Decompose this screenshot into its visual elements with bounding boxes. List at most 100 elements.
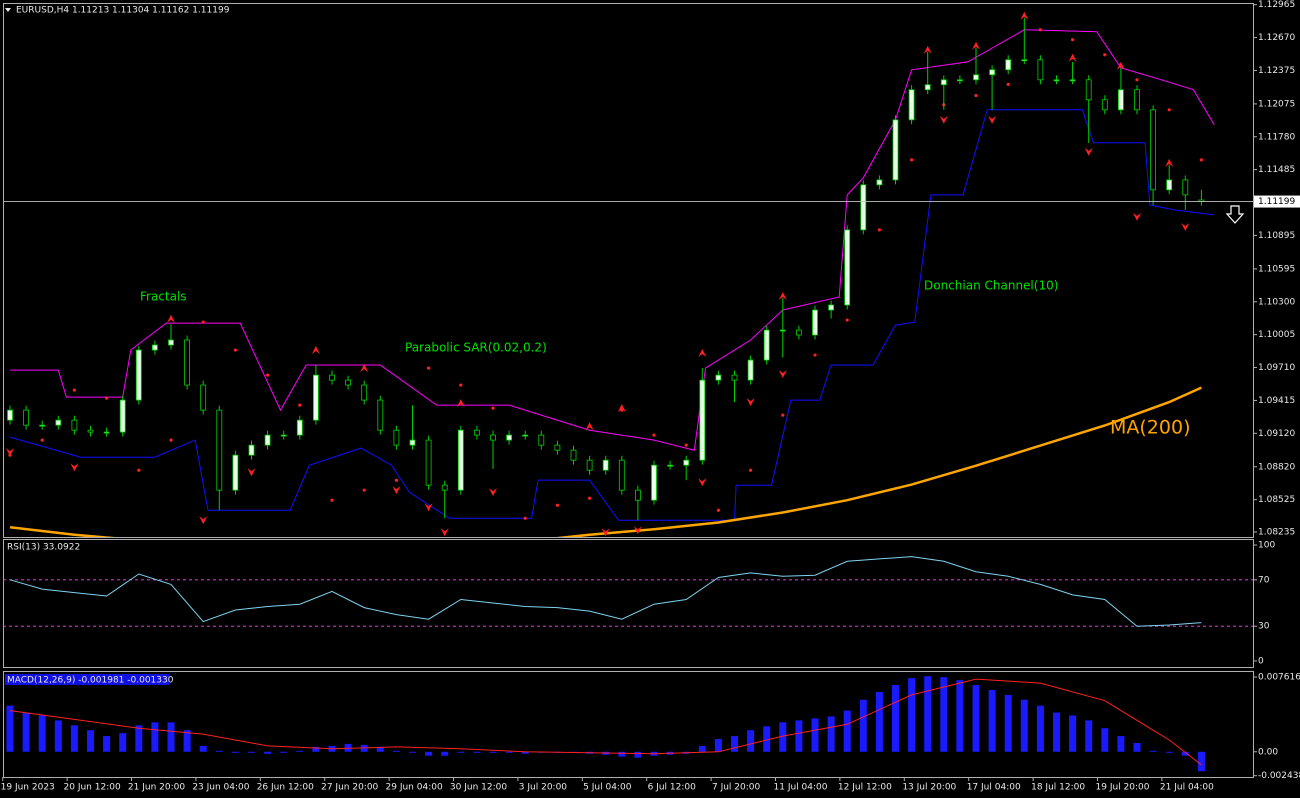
fractal-down	[247, 468, 256, 477]
main-panel-frame	[3, 3, 1254, 538]
y-tick-label: 1.09120	[1258, 429, 1295, 439]
candle-body	[844, 229, 851, 306]
sar-dot	[1167, 108, 1171, 112]
sar-dot	[169, 438, 173, 442]
rsi-line	[9, 556, 1202, 627]
symbol-menu-icon[interactable]	[5, 8, 11, 12]
fractal-up	[585, 422, 594, 431]
candle-body	[184, 339, 191, 386]
fractal-up	[1165, 158, 1174, 167]
y-tick-label: 1.11780	[1258, 132, 1295, 142]
macd-bar	[1020, 699, 1028, 752]
candle-body	[635, 489, 641, 501]
candle-body	[1166, 179, 1173, 191]
macd-bar	[457, 751, 465, 753]
sell-arrow-icon	[1225, 205, 1245, 224]
macd-bar	[376, 746, 384, 752]
candle-body	[731, 374, 738, 381]
macd-bar	[859, 699, 867, 752]
y-tick-label: 1.12375	[1258, 66, 1295, 76]
sar-dot	[974, 93, 978, 98]
macd-bar	[280, 751, 288, 753]
current-price-label: 1.11199	[1258, 197, 1295, 207]
macd-bar	[1036, 705, 1044, 752]
fractal-up	[360, 364, 369, 373]
candle-body	[135, 349, 142, 401]
candle-body	[296, 419, 303, 436]
candle-body	[747, 359, 754, 381]
sar-dot	[781, 413, 785, 417]
fractal-up	[972, 41, 980, 50]
macd-bar	[135, 725, 143, 752]
macd-bar	[1149, 750, 1157, 752]
sar-dot	[233, 348, 237, 352]
macd-bar	[924, 676, 932, 752]
x-tick-label: 7 Jul 20:00	[712, 783, 761, 793]
macd-bar	[151, 722, 159, 752]
macd-bar	[1085, 720, 1093, 752]
candle-body	[1069, 79, 1076, 82]
candle-body	[312, 374, 319, 421]
macd-bar	[409, 751, 416, 753]
fractal-down	[746, 398, 755, 407]
fractal-down	[6, 448, 14, 457]
sar-dot	[1071, 38, 1075, 42]
candle-body	[989, 69, 995, 76]
macd-bar	[1101, 728, 1109, 752]
macd-bar	[521, 751, 529, 754]
indicator-label: Fractals	[140, 290, 187, 304]
macd-bar	[473, 751, 481, 753]
x-tick-label: 17 Jul 04:00	[967, 783, 1021, 793]
candle-body	[651, 464, 657, 501]
candle-body	[586, 459, 593, 471]
y-tick-label: 1.09710	[1258, 363, 1295, 373]
sar-dot	[749, 468, 753, 472]
fractal-down	[988, 115, 997, 124]
fractal-up	[456, 399, 465, 408]
candle-body	[280, 434, 287, 437]
candle-body	[409, 439, 416, 446]
candle-body	[490, 434, 496, 441]
fractal-down	[1133, 212, 1141, 221]
macd-bar	[54, 720, 62, 752]
macd-bar	[1117, 736, 1125, 752]
candle-body	[457, 429, 464, 491]
sar-dot	[105, 396, 109, 400]
candle-body	[55, 419, 62, 426]
y-tick-label: 100	[1258, 541, 1275, 551]
candle-body	[957, 79, 963, 82]
donchian-lower	[9, 109, 1215, 521]
fractal-up	[698, 349, 707, 358]
candle-body	[119, 399, 126, 433]
x-tick-label: 20 Jun 12:00	[64, 783, 121, 793]
fractal-down	[440, 528, 449, 537]
x-tick-label: 27 Jun 20:00	[321, 783, 378, 793]
macd-bar	[940, 677, 948, 752]
sar-dot	[459, 383, 463, 387]
candle-body	[715, 374, 722, 381]
indicator-label: Parabolic SAR(0.02,0.2)	[405, 341, 547, 355]
y-tick-label: 1.10595	[1258, 264, 1295, 274]
macd-bar	[747, 730, 755, 752]
macd-bar	[1069, 715, 1077, 752]
candle-body	[264, 434, 271, 446]
candle-body	[377, 399, 384, 431]
candle-body	[1134, 89, 1140, 111]
macd-bar	[425, 751, 433, 756]
panel-title-box	[5, 674, 169, 685]
x-tick-label: 19 Jul 20:00	[1096, 783, 1150, 793]
candle-body	[618, 459, 625, 491]
candle-body	[216, 409, 223, 491]
fractal-down	[1084, 147, 1093, 156]
fractal-down	[199, 516, 208, 525]
y-tick-label: 1.10300	[1258, 297, 1295, 307]
candle-body	[7, 409, 13, 421]
fractal-up	[167, 314, 175, 323]
macd-bar	[1197, 751, 1205, 772]
sar-dot	[330, 498, 334, 502]
x-tick-label: 30 Jun 12:00	[450, 783, 507, 793]
sar-dot	[588, 496, 592, 500]
candle-body	[763, 329, 770, 361]
y-tick-label: 70	[1258, 575, 1270, 585]
